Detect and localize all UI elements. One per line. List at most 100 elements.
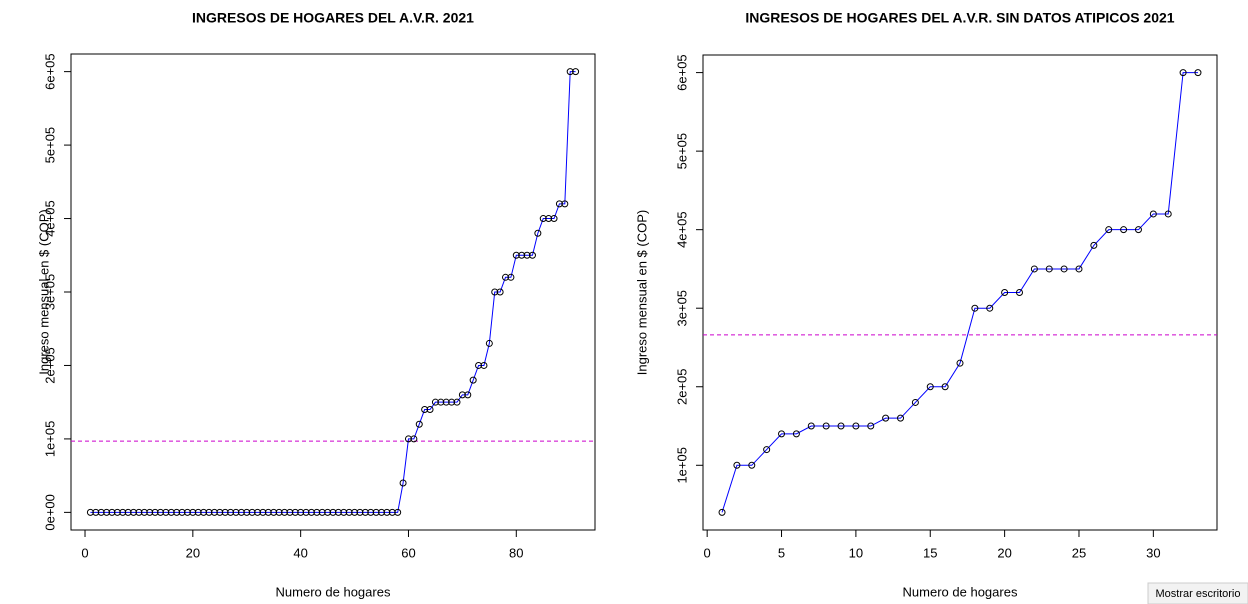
data-point [1105, 226, 1113, 234]
data-point [502, 273, 510, 281]
y-tick-label: 4e+05 [674, 211, 689, 248]
data-point [151, 508, 159, 516]
data-point [302, 508, 310, 516]
data-point [852, 422, 860, 430]
y-tick-label: 5e+05 [674, 133, 689, 170]
x-tick-label: 25 [1072, 545, 1086, 560]
data-point [550, 215, 558, 223]
y-tick-label: 6e+05 [674, 54, 689, 91]
data-point [469, 376, 477, 384]
data-point [275, 508, 283, 516]
data-point [383, 508, 391, 516]
data-point [897, 414, 905, 422]
data-point [205, 508, 213, 516]
data-point [512, 251, 520, 259]
data-point [140, 508, 148, 516]
data-point [388, 508, 396, 516]
data-point [545, 215, 553, 223]
data-point [911, 398, 919, 406]
x-tick-label: 10 [849, 545, 863, 560]
x-tick-label: 5 [778, 545, 785, 560]
data-point [356, 508, 364, 516]
data-point [539, 215, 547, 223]
data-point [941, 383, 949, 391]
data-point [475, 361, 483, 369]
data-point [1030, 265, 1038, 273]
data-point [1134, 226, 1142, 234]
data-point [173, 508, 181, 516]
data-point [1149, 210, 1157, 218]
data-point [340, 508, 348, 516]
x-tick-label: 15 [923, 545, 937, 560]
data-point [778, 430, 786, 438]
y-tick-label: 2e+05 [674, 368, 689, 405]
data-point [200, 508, 208, 516]
data-point [221, 508, 229, 516]
tooltip-box [1147, 582, 1248, 604]
tooltip: Mostrar escritorio [1156, 588, 1241, 600]
data-point [280, 508, 288, 516]
data-point [92, 508, 100, 516]
data-point [426, 406, 434, 414]
data-point [464, 391, 472, 399]
data-point [448, 398, 456, 406]
y-axis-label: Ingreso mensual en $ (COP) [634, 210, 649, 375]
data-point [404, 435, 412, 443]
data-point [971, 304, 979, 312]
data-point [807, 422, 815, 430]
y-tick-label: 6e+05 [42, 53, 57, 90]
data-point [130, 508, 138, 516]
data-point [286, 508, 294, 516]
data-point [986, 304, 994, 312]
data-point [733, 461, 741, 469]
data-point [748, 461, 756, 469]
data-point [867, 422, 875, 430]
data-point [297, 508, 305, 516]
y-axis-label: Ingreso mensual en $ (COP) [36, 209, 51, 374]
chart-title: INGRESOS DE HOGARES DEL A.V.R. SIN DATOS… [745, 10, 1174, 26]
data-point [270, 508, 278, 516]
data-point [210, 508, 218, 516]
data-point [555, 200, 563, 208]
x-tick-label: 20 [997, 545, 1011, 560]
data-point [523, 251, 531, 259]
data-point [926, 383, 934, 391]
data-point [156, 508, 164, 516]
x-axis-label: Numero de hogares [276, 584, 391, 599]
data-point [485, 339, 493, 347]
data-point [1075, 265, 1083, 273]
data-point [361, 508, 369, 516]
data-point [146, 508, 154, 516]
data-point [572, 68, 580, 76]
data-point [882, 414, 890, 422]
data-point [1090, 241, 1098, 249]
data-point [189, 508, 197, 516]
data-point [1015, 289, 1023, 296]
x-tick-label: 40 [293, 545, 307, 560]
data-point [399, 479, 407, 487]
data-point [410, 435, 418, 443]
x-tick-label: 20 [186, 545, 200, 560]
data-point [243, 508, 251, 516]
data-point [324, 508, 332, 516]
data-point [437, 398, 445, 406]
y-tick-label: 3e+05 [42, 274, 57, 311]
data-point [103, 508, 111, 516]
data-point [480, 361, 488, 369]
data-point [372, 508, 380, 516]
x-tick-label: 0 [704, 545, 711, 560]
data-point [763, 446, 771, 454]
data-point [792, 430, 800, 438]
data-point [232, 508, 240, 516]
y-tick-label: 0e+00 [42, 494, 57, 531]
data-point [124, 508, 132, 516]
data-point [119, 508, 127, 516]
data-point [313, 508, 321, 516]
data-point [135, 508, 143, 516]
x-tick-label: 30 [1146, 545, 1160, 560]
data-point [837, 422, 845, 430]
data-point [227, 508, 235, 516]
data-point [367, 508, 375, 516]
data-point [108, 508, 116, 516]
